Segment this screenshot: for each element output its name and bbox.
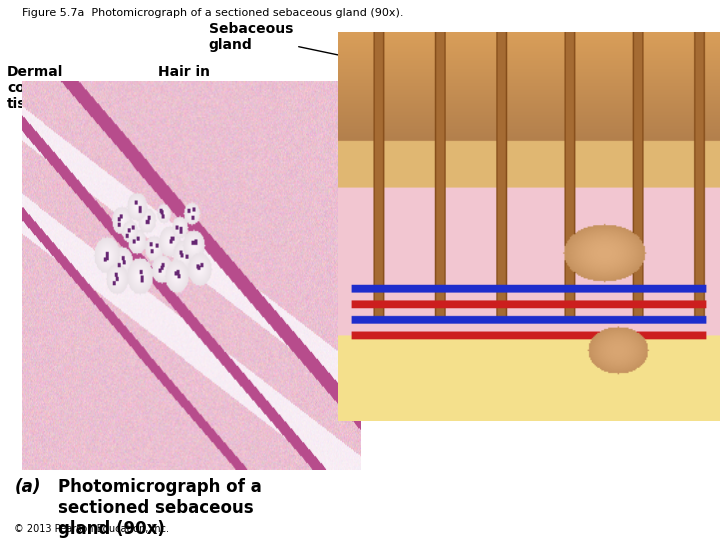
Text: Photomicrograph of a
sectioned sebaceous
gland (90x): Photomicrograph of a sectioned sebaceous… [58,478,261,537]
Text: Sebaceous
gland: Sebaceous gland [209,22,382,64]
Text: Dermal
connective
tissue: Dermal connective tissue [7,65,92,159]
Text: Sweat
pore: Sweat pore [632,65,703,106]
Text: Secretory cells: Secretory cells [197,351,498,388]
Text: © 2013 Pearson Education, Inc.: © 2013 Pearson Education, Inc. [14,523,169,534]
Text: Hair in
hair follicle: Hair in hair follicle [158,65,246,132]
Text: Figure 5.7a  Photomicrograph of a sectioned sebaceous gland (90x).: Figure 5.7a Photomicrograph of a section… [22,8,403,18]
Text: Sebaceous
gland duct: Sebaceous gland duct [65,124,149,171]
Text: Eccrine
gland: Eccrine gland [618,259,705,291]
Text: (a): (a) [14,478,41,496]
